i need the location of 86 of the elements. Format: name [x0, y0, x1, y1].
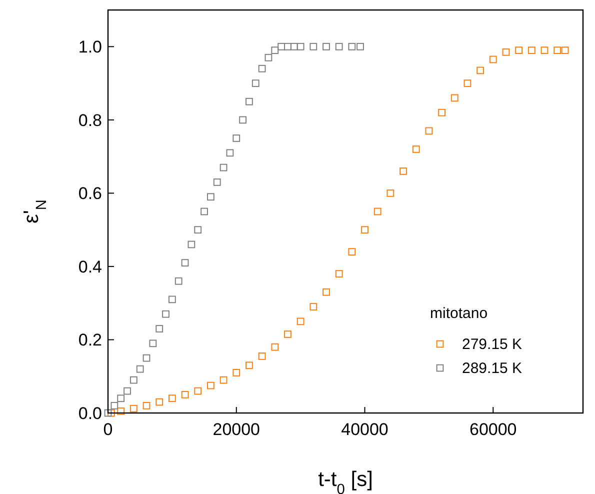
y-tick-label: 0.8	[78, 110, 102, 130]
x-tick-label: 20000	[212, 420, 260, 439]
x-axis-title: t-t$_{0}$ [s]	[318, 468, 373, 494]
point	[194, 387, 202, 395]
point	[252, 80, 260, 87]
point	[207, 382, 214, 390]
x-tick-label: 60000	[469, 420, 517, 439]
point	[310, 42, 318, 50]
point	[322, 288, 330, 296]
point	[149, 340, 157, 348]
point	[476, 66, 484, 74]
point	[232, 369, 240, 376]
point	[278, 42, 286, 50]
point	[142, 402, 150, 410]
point	[400, 168, 407, 175]
legend-label: 279.15 K	[462, 336, 522, 353]
point	[271, 343, 279, 351]
point	[181, 259, 189, 266]
point	[130, 404, 138, 412]
point	[335, 42, 343, 50]
point	[310, 303, 318, 310]
point	[356, 42, 364, 50]
point	[438, 108, 446, 116]
y-tick-label: 0.0	[78, 404, 102, 423]
point	[110, 402, 118, 410]
point	[348, 42, 356, 50]
point	[561, 46, 569, 54]
point	[104, 409, 112, 417]
point	[220, 164, 228, 172]
point	[226, 149, 234, 157]
point	[168, 296, 176, 304]
point	[386, 189, 394, 197]
point	[162, 310, 170, 318]
point	[220, 376, 228, 384]
y-tick-label: 1.0	[78, 38, 102, 57]
point	[258, 64, 266, 72]
point	[264, 54, 272, 62]
point	[117, 407, 125, 415]
legend-title: mitotano	[430, 305, 488, 322]
point	[450, 94, 458, 102]
point	[540, 46, 548, 54]
point	[284, 42, 292, 50]
point	[124, 387, 131, 395]
point	[296, 42, 304, 50]
point	[290, 42, 298, 50]
point	[142, 354, 150, 362]
point	[194, 226, 202, 234]
point	[412, 146, 420, 153]
x-tick-label: 40000	[341, 420, 388, 439]
point	[246, 362, 253, 370]
point	[464, 80, 472, 87]
point	[136, 365, 144, 373]
y-tick-label: 0.2	[78, 330, 102, 350]
point	[181, 390, 189, 398]
point	[322, 42, 330, 50]
point	[335, 270, 343, 278]
point	[117, 394, 125, 402]
point	[284, 330, 292, 338]
point	[554, 46, 562, 54]
point	[156, 398, 164, 406]
point	[271, 46, 279, 54]
point	[246, 98, 253, 106]
point	[174, 277, 182, 285]
point	[489, 56, 497, 64]
point	[528, 46, 536, 54]
legend-label: 289.15 K	[462, 360, 522, 377]
point	[130, 376, 138, 384]
point	[188, 240, 196, 248]
x-tick-label: 0	[103, 420, 113, 439]
point	[425, 127, 433, 135]
point	[348, 248, 356, 256]
point	[239, 116, 246, 124]
point	[200, 208, 208, 216]
point	[296, 318, 304, 326]
y-tick-label: 0.4	[78, 257, 102, 276]
point	[168, 394, 176, 402]
point	[258, 352, 266, 360]
y-tick-label: 0.6	[78, 184, 102, 204]
point	[515, 46, 523, 54]
point	[361, 226, 368, 234]
point	[156, 325, 164, 332]
point	[232, 134, 240, 142]
point	[502, 48, 510, 56]
point	[213, 178, 221, 186]
point	[207, 193, 214, 201]
point	[374, 208, 382, 216]
